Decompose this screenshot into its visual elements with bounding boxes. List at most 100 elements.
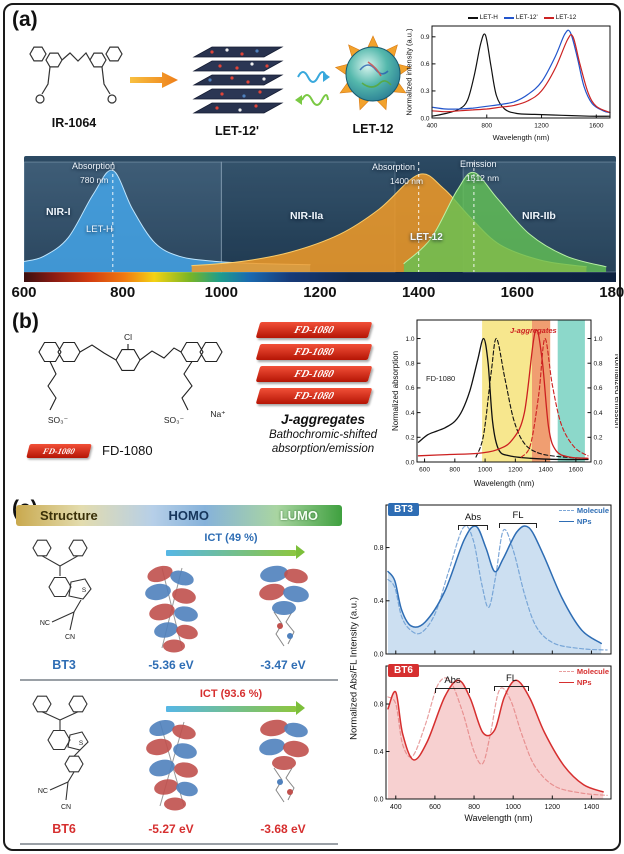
bt3-lumo-orbital: [259, 565, 309, 647]
legend-line-sample: [467, 16, 478, 19]
bt6-structure: S NC CN: [32, 695, 89, 811]
table-header: Structure HOMO LUMO: [16, 505, 342, 526]
cn-group-label: CN: [65, 634, 75, 641]
svg-text:0.4: 0.4: [374, 598, 384, 605]
bt6-chart: 400 600 800 1000 1200 1400 0.0 0.4 0.8 Wavelength…: [362, 661, 616, 823]
s-atom-label: S: [79, 740, 84, 747]
panel-a-spectrum-band: Absorption 780 nm LET-H NIR-I NIR-IIa NI…: [11, 156, 624, 306]
svg-text:Normalized emission: Normalized emission: [613, 354, 618, 428]
svg-text:0.0: 0.0: [420, 115, 429, 122]
s-atom-label: S: [82, 587, 87, 594]
fd1080-structure-label: FD-1080: [102, 443, 153, 458]
x-tick: 1000: [204, 284, 238, 301]
x-tick: 1400: [401, 284, 436, 301]
panel-b-label: (b): [12, 310, 39, 333]
inset-chart-legend: LET-H LET-12' LET-12: [432, 14, 612, 21]
j-aggregates-block: FD-1080 FD-1080 FD-1080 FD-1080 J-aggreg…: [255, 322, 388, 457]
fl-peak-bracket: [499, 523, 537, 528]
let12-nanoparticle: [334, 35, 412, 111]
bt3-homo-orbital: [145, 565, 198, 653]
let-12-label: LET-12: [410, 232, 443, 243]
abs-peak-bracket: [435, 688, 470, 693]
fl-peak-label: FL: [505, 673, 518, 684]
legend-line-sample: [543, 16, 554, 19]
legend-item: LET-12: [543, 14, 577, 21]
abs-peak-bracket: [458, 525, 488, 530]
svg-text:1400: 1400: [584, 804, 600, 811]
bt6-homo-orbital: [146, 719, 198, 811]
svg-text:0.8: 0.8: [374, 701, 384, 708]
header-lumo: LUMO: [279, 508, 318, 523]
svg-text:800: 800: [449, 467, 460, 474]
header-structure: Structure: [40, 508, 98, 523]
fd1080-aggregate-tag: FD-1080: [255, 388, 373, 404]
svg-text:Normalized intensity (a.u.): Normalized intensity (a.u.): [405, 28, 414, 116]
j-aggregates-title: J-aggregates: [280, 412, 366, 427]
svg-text:400: 400: [427, 123, 438, 130]
legend-label: Molecule: [576, 506, 609, 515]
bt3-homo-energy: -5.36 eV: [148, 658, 194, 672]
energy-transfer-waves-icon: [295, 71, 330, 106]
svg-text:800: 800: [468, 804, 480, 811]
wavelength-780: 780 nm: [80, 175, 109, 185]
bt6-chart-legend: Molecule NPs: [558, 667, 609, 687]
fd1080-structure: Cl SO₃⁻ SO₃⁻ Na⁺: [38, 332, 226, 425]
legend-label: LET-H: [479, 14, 498, 21]
panel-c-charts: Normalized Abs/FL Intensity (a.u.) 0.0 0.…: [344, 500, 618, 850]
panel-c-table: Structure HOMO LUMO S NC CN ICT (49 %): [16, 505, 342, 847]
x-tick: 1200: [303, 284, 337, 301]
svg-text:0.8: 0.8: [374, 545, 384, 552]
bt3-chart-legend: Molecule NPs: [558, 506, 609, 526]
bt6-spectra-chart: 400 600 800 1000 1200 1400 0.0 0.4 0.8 Wavelength…: [374, 665, 612, 823]
legend-label: LET-12: [555, 14, 577, 21]
legend-item: Molecule: [558, 506, 609, 515]
legend-item: Molecule: [558, 667, 609, 676]
svg-text:1600: 1600: [589, 123, 604, 130]
svg-text:0.3: 0.3: [420, 88, 429, 95]
svg-text:0.6: 0.6: [420, 61, 429, 68]
legend-item: NPs: [558, 678, 609, 687]
row-divider: [20, 843, 338, 845]
spectrum-axis-ticks: 600 800 1000 1200 1400 1600 1800: [2, 284, 624, 301]
nir-iib-region-label: NIR-IIb: [522, 210, 556, 222]
svg-text:0.9: 0.9: [420, 34, 429, 41]
legend-label: LET-12': [515, 14, 538, 21]
legend-item: NPs: [558, 517, 609, 526]
svg-text:1200: 1200: [545, 804, 561, 811]
bt6-chart-badge: BT6: [388, 664, 419, 677]
fl-peak-label: FL: [512, 510, 524, 521]
fd1080-spectra-chart: 600 800 1000 1200 1400 1600 0.0 0.2 0.4 0.6 0.8 1.0…: [391, 319, 622, 488]
svg-text:0.4: 0.4: [594, 410, 603, 417]
bt6-ict-label: ICT (93.6 %): [199, 688, 263, 700]
fd1080-aggregate-tag: FD-1080: [255, 366, 373, 382]
reaction-arrow-icon: [130, 72, 178, 88]
so3-left-label: SO₃⁻: [48, 415, 68, 425]
fd1080-aggregate-tag: FD-1080: [255, 344, 373, 360]
bt3-chart: 0.0 0.4 0.8 BT3 Molecule NPs Abs FL: [362, 500, 616, 660]
bt6-lumo-energy: -3.68 eV: [260, 822, 306, 836]
svg-text:Wavelength (nm): Wavelength (nm): [493, 133, 550, 142]
so3-right-label: SO₃⁻: [164, 415, 184, 425]
svg-text:600: 600: [429, 804, 441, 811]
svg-text:0.0: 0.0: [405, 459, 414, 466]
legend-label: NPs: [576, 517, 592, 526]
svg-text:0.2: 0.2: [594, 435, 603, 442]
panel-a-label: (a): [12, 8, 38, 31]
bt3-name-label: BT3: [52, 658, 76, 672]
bt6-lumo-orbital: [259, 719, 309, 803]
bt3-chart-badge: BT3: [388, 503, 419, 516]
nir-iia-region-label: NIR-IIa: [290, 210, 324, 222]
fd1080-curve-annotation: FD-1080: [426, 374, 456, 383]
svg-text:1000: 1000: [478, 467, 493, 474]
wavelength-1400: 1400 nm: [390, 176, 424, 186]
inset-spectra-chart: 400 800 1200 1600 0.0 0.3 0.6 0.9 Wavelength (nm…: [405, 25, 611, 142]
bt3-structure: S NC CN: [32, 539, 92, 641]
nir-i-region-label: NIR-I: [46, 206, 71, 218]
bt6-name-label: BT6: [52, 822, 76, 836]
x-tick: 1800: [599, 284, 624, 301]
fd1080-red-tag: FD-1080: [26, 444, 92, 458]
nc-group-label: NC: [38, 788, 48, 795]
panel-a-inset-chart: 400 800 1200 1600 0.0 0.3 0.6 0.9 Wavelength (nm…: [404, 10, 616, 142]
abs-peak-label: Abs: [444, 675, 461, 686]
svg-text:0.4: 0.4: [405, 410, 414, 417]
